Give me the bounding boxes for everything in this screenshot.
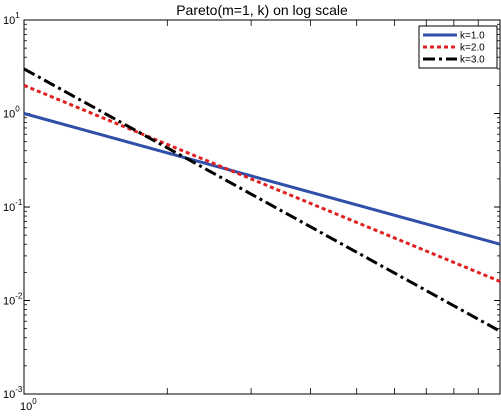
legend: k=1.0k=2.0k=3.0 <box>418 25 498 69</box>
series-line-k-3-0 <box>23 67 501 333</box>
y-tick-label: 10-1 <box>3 198 23 214</box>
legend-label: k=2.0 <box>460 43 485 54</box>
y-tick-label: 100 <box>3 105 20 121</box>
x-tick-label: 100 <box>20 397 37 413</box>
legend-label: k=1.0 <box>460 31 485 42</box>
chart-title: Pareto(m=1, k) on log scale <box>176 2 348 18</box>
series-layer <box>23 67 501 333</box>
series-line-k-2-0 <box>23 84 501 283</box>
legend-label: k=3.0 <box>460 55 485 66</box>
y-tick-label: 10-3 <box>3 385 23 401</box>
y-tick-label: 101 <box>3 11 20 27</box>
y-tick-label: 10-2 <box>3 292 23 308</box>
plot-area <box>23 19 501 395</box>
series-line-k-1-0 <box>23 112 501 246</box>
